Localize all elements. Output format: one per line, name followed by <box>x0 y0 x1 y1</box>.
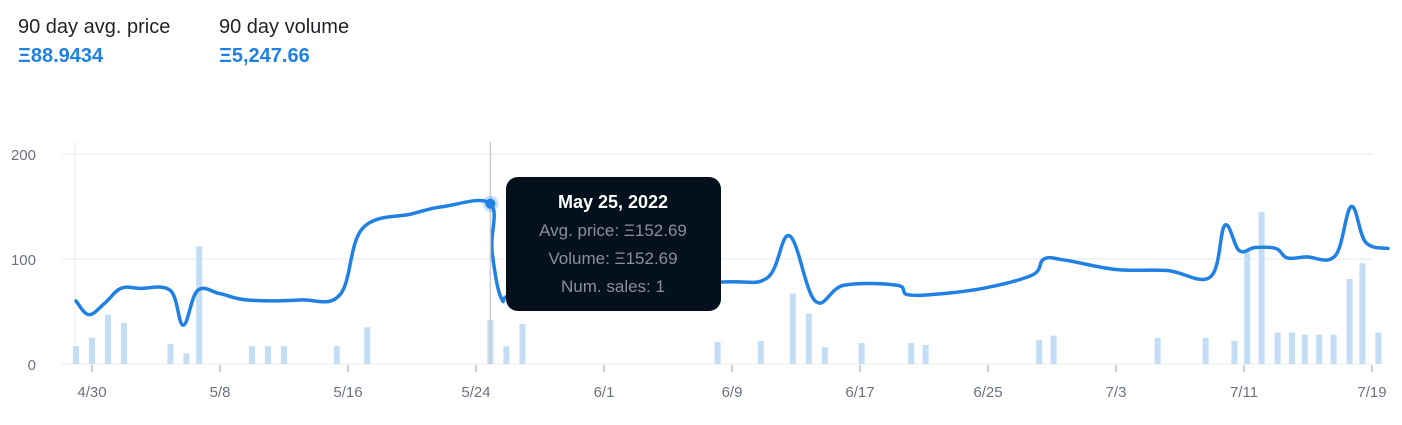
avg-price-label: 90 day avg. price <box>18 16 171 38</box>
tooltip-volume: Volume: Ξ152.69 <box>548 249 677 268</box>
volume-bar <box>908 343 915 364</box>
volume-bar <box>73 346 79 364</box>
x-tick-label: 5/8 <box>210 384 231 401</box>
volume-stat: 90 day volume Ξ5,247.66 <box>219 14 349 70</box>
volume-bar <box>858 343 865 364</box>
volume-bar <box>503 346 510 364</box>
x-tick-label: 7/19 <box>1357 384 1386 401</box>
volume-bar <box>1359 263 1366 364</box>
volume-bar <box>281 346 287 364</box>
volume-bar <box>121 323 127 364</box>
volume-bar <box>1330 334 1337 364</box>
volume-bar <box>757 340 764 364</box>
y-tick-label: 200 <box>11 147 36 164</box>
volume-bar <box>196 246 203 364</box>
x-tick-label: 7/11 <box>1230 384 1258 401</box>
volume-bar <box>1316 334 1323 364</box>
volume-bar <box>167 344 174 364</box>
y-tick-label: 100 <box>11 252 36 269</box>
avg-price-value: Ξ88.9434 <box>18 45 104 67</box>
volume-bar <box>1244 251 1251 364</box>
volume-bar <box>89 337 95 364</box>
hover-point <box>485 198 496 209</box>
x-tick-label: 4/30 <box>77 384 106 401</box>
volume-bar <box>1301 334 1308 364</box>
volume-bar <box>265 346 271 364</box>
price-line-layer <box>74 142 1390 364</box>
tooltip-background <box>506 177 721 311</box>
tooltip-date: May 25, 2022 <box>558 192 668 212</box>
volume-bar <box>1346 278 1353 364</box>
volume-bar <box>364 327 371 364</box>
volume-bars <box>73 211 1382 364</box>
volume-bar <box>519 324 526 364</box>
tooltip: May 25, 2022 Avg. price: Ξ152.69 Volume:… <box>506 177 721 311</box>
volume-bar <box>789 293 796 364</box>
volume-value: Ξ5,247.66 <box>219 45 310 67</box>
volume-bar <box>1036 339 1043 364</box>
x-tick-label: 7/3 <box>1106 384 1127 401</box>
volume-bar <box>105 314 111 364</box>
volume-bar <box>1050 335 1057 364</box>
volume-bar <box>1231 340 1238 364</box>
x-tick-label: 5/24 <box>461 384 490 401</box>
volume-bar <box>1202 337 1209 364</box>
avg-price-line <box>74 198 1390 327</box>
volume-bar <box>1375 332 1382 364</box>
volume-bar <box>249 346 255 364</box>
volume-bar <box>1274 332 1281 364</box>
volume-bar <box>1289 332 1295 364</box>
x-tick-label: 6/1 <box>594 384 615 401</box>
y-tick-label: 0 <box>28 357 36 374</box>
volume-bar <box>1258 211 1265 364</box>
volume-bar <box>922 345 929 364</box>
avg-price-stat: 90 day avg. price Ξ88.9434 <box>18 14 170 70</box>
x-tick-label: 6/25 <box>973 384 1002 401</box>
tooltip-num-sales: Num. sales: 1 <box>561 277 665 296</box>
volume-bar <box>1154 337 1161 364</box>
volume-bar <box>333 346 340 364</box>
x-tick-label: 6/9 <box>722 384 743 401</box>
volume-bar <box>183 353 190 364</box>
volume-bar <box>714 341 721 364</box>
volume-bar <box>821 347 828 364</box>
x-tick-label: 6/17 <box>845 384 874 401</box>
tooltip-avg-price: Avg. price: Ξ152.69 <box>539 221 687 240</box>
axis-labels: 0 100 200 4/30 5/8 5/16 5/24 6/1 6/9 6/17 6/25 7/3 7… <box>11 147 1387 401</box>
volume-label: 90 day volume <box>219 16 350 38</box>
volume-bar <box>805 313 812 364</box>
x-tick-label: 5/16 <box>333 384 362 401</box>
